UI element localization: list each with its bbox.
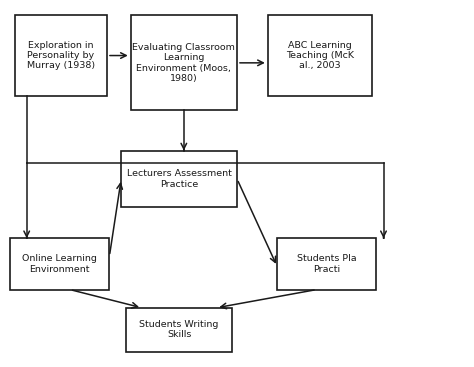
- FancyBboxPatch shape: [126, 308, 232, 352]
- FancyBboxPatch shape: [10, 238, 109, 290]
- Text: Students Writing
Skills: Students Writing Skills: [139, 320, 219, 339]
- FancyBboxPatch shape: [268, 15, 372, 96]
- FancyBboxPatch shape: [121, 150, 237, 207]
- FancyBboxPatch shape: [277, 238, 376, 290]
- Text: Lecturers Assessment
Practice: Lecturers Assessment Practice: [127, 169, 231, 189]
- Text: Students Pla
Practi: Students Pla Practi: [297, 254, 356, 274]
- FancyBboxPatch shape: [131, 15, 237, 110]
- Text: Online Learning
Environment: Online Learning Environment: [22, 254, 97, 274]
- Text: Exploration in
Personality by
Murray (1938): Exploration in Personality by Murray (19…: [27, 41, 95, 70]
- FancyBboxPatch shape: [15, 15, 107, 96]
- Text: ABC Learning
Teaching (McK
al., 2003: ABC Learning Teaching (McK al., 2003: [286, 41, 354, 70]
- Text: Evaluating Classroom
Learning
Environment (Moos,
1980): Evaluating Classroom Learning Environmen…: [132, 43, 235, 83]
